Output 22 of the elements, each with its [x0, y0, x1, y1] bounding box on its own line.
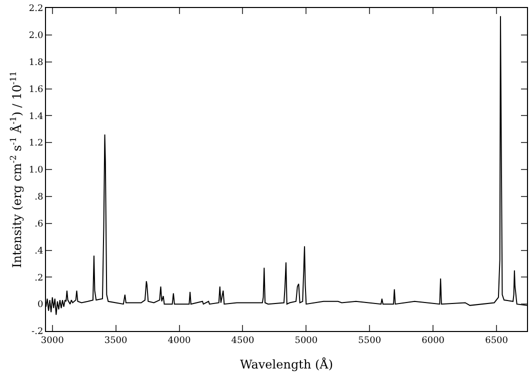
- y-tick-label: 1.8: [28, 58, 44, 68]
- x-tick-label: 5000: [294, 336, 318, 346]
- x-tick-label: 3000: [40, 336, 64, 346]
- y-tick-label: .2: [34, 273, 44, 284]
- x-tick-label: 4500: [231, 336, 254, 346]
- y-tick-label: 1.6: [28, 84, 44, 95]
- x-tick-label: 5500: [358, 336, 382, 346]
- y-tick-label: 2.0: [28, 31, 44, 42]
- x-tick-label: 6000: [422, 336, 445, 346]
- y-tick-label: 1.2: [28, 138, 44, 149]
- y-tick-label: .6: [34, 219, 44, 230]
- y-tick-label: 1.4: [28, 112, 44, 122]
- x-tick-label: 6500: [485, 336, 508, 346]
- x-axis-title: Wavelength (Å): [240, 356, 334, 372]
- y-tick-label: 0: [37, 300, 44, 310]
- x-tick-label: 3500: [104, 336, 128, 346]
- y-tick-label: 1.0: [28, 166, 44, 176]
- y-tick-label: -.2: [32, 327, 44, 338]
- y-tick-label: .8: [34, 192, 44, 203]
- y-tick-label: 2.2: [28, 4, 44, 14]
- x-tick-label: 4000: [168, 336, 191, 346]
- y-tick-label: .4: [34, 246, 44, 256]
